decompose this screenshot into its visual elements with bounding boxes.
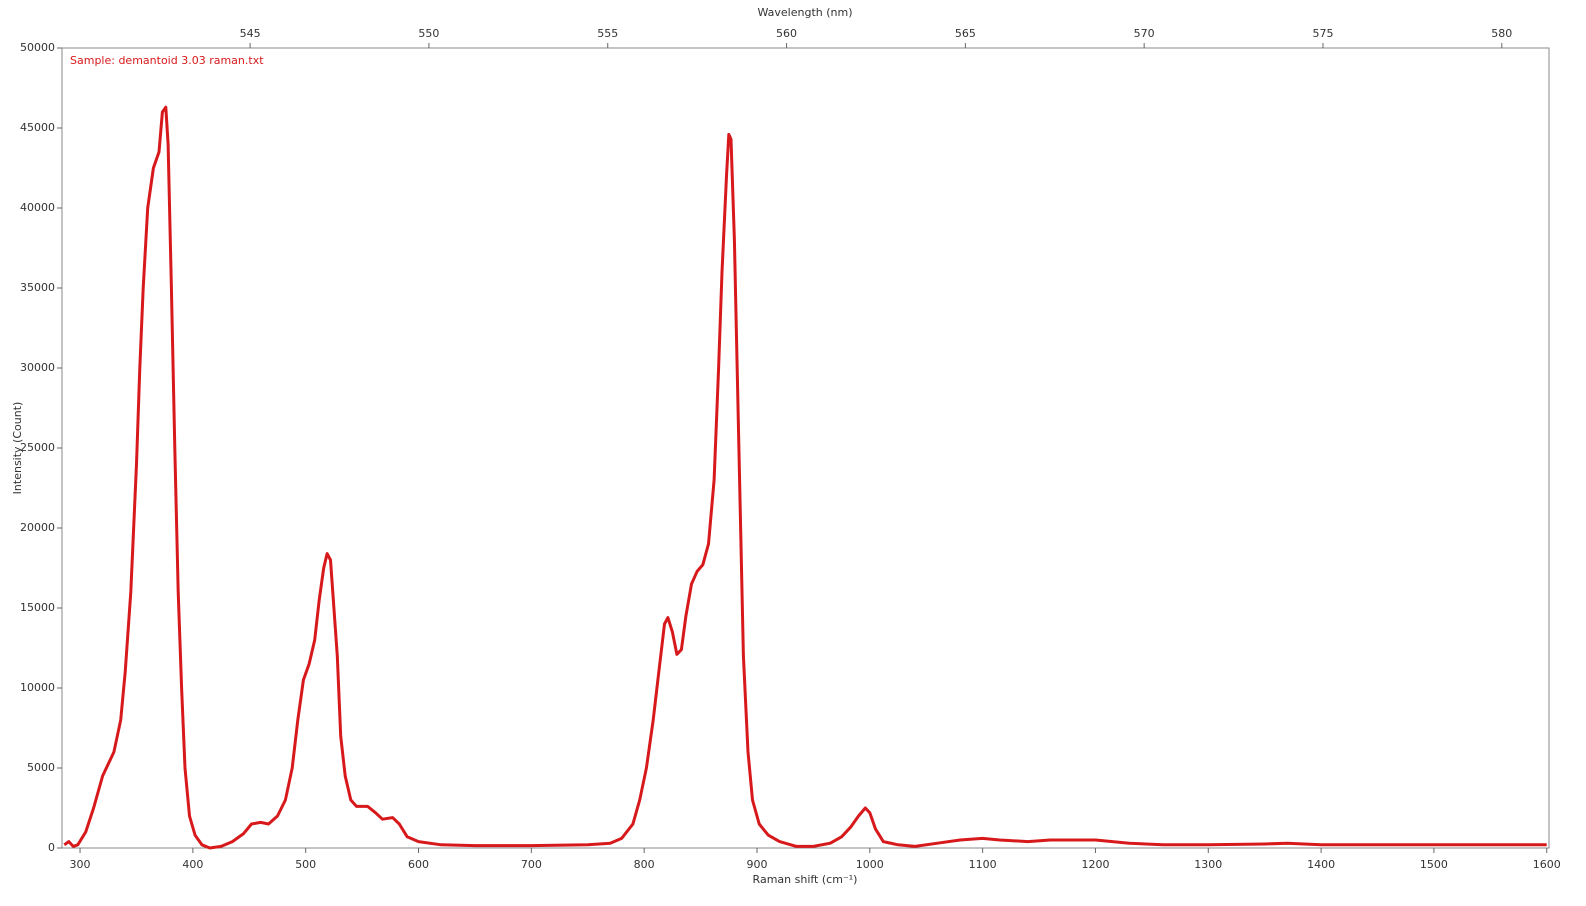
x-tick-label: 1300 xyxy=(1194,858,1222,871)
top-axis-title: Wavelength (nm) xyxy=(757,6,852,19)
top-tick-label: 580 xyxy=(1491,27,1512,40)
y-tick-label: 50000 xyxy=(20,41,55,54)
x-axis-title: Raman shift (cm⁻¹) xyxy=(753,873,858,886)
y-tick-label: 40000 xyxy=(20,201,55,214)
top-tick-label: 545 xyxy=(240,27,261,40)
y-tick-label: 10000 xyxy=(20,681,55,694)
y-tick-label: 25000 xyxy=(20,441,55,454)
x-tick-label: 1000 xyxy=(856,858,884,871)
y-tick-label: 0 xyxy=(48,841,55,854)
y-tick-label: 20000 xyxy=(20,521,55,534)
x-tick-label: 1600 xyxy=(1533,858,1561,871)
x-tick-label: 600 xyxy=(408,858,429,871)
x-tick-label: 700 xyxy=(521,858,542,871)
top-tick-label: 565 xyxy=(955,27,976,40)
x-tick-label: 1100 xyxy=(969,858,997,871)
y-tick-label: 35000 xyxy=(20,281,55,294)
plot-frame xyxy=(61,47,1550,849)
x-tick-label: 300 xyxy=(70,858,91,871)
y-tick-label: 15000 xyxy=(20,601,55,614)
x-tick-label: 1500 xyxy=(1420,858,1448,871)
x-tick-label: 900 xyxy=(746,858,767,871)
top-tick-label: 555 xyxy=(597,27,618,40)
x-tick-label: 1400 xyxy=(1307,858,1335,871)
y-axis-title: Intensity (Count) xyxy=(11,402,24,495)
top-tick-label: 550 xyxy=(418,27,439,40)
x-tick-label: 800 xyxy=(634,858,655,871)
top-tick-label: 560 xyxy=(776,27,797,40)
spectrum-line xyxy=(63,105,1547,850)
y-tick-label: 30000 xyxy=(20,361,55,374)
annotation: Sample: demantoid 3.03 raman.txt xyxy=(70,54,264,67)
top-tick-label: 570 xyxy=(1134,27,1155,40)
x-tick-label: 1200 xyxy=(1081,858,1109,871)
y-tick-label: 45000 xyxy=(20,121,55,134)
x-tick-label: 400 xyxy=(182,858,203,871)
x-tick-label: 500 xyxy=(295,858,316,871)
y-tick-label: 5000 xyxy=(27,761,55,774)
top-tick-label: 575 xyxy=(1312,27,1333,40)
